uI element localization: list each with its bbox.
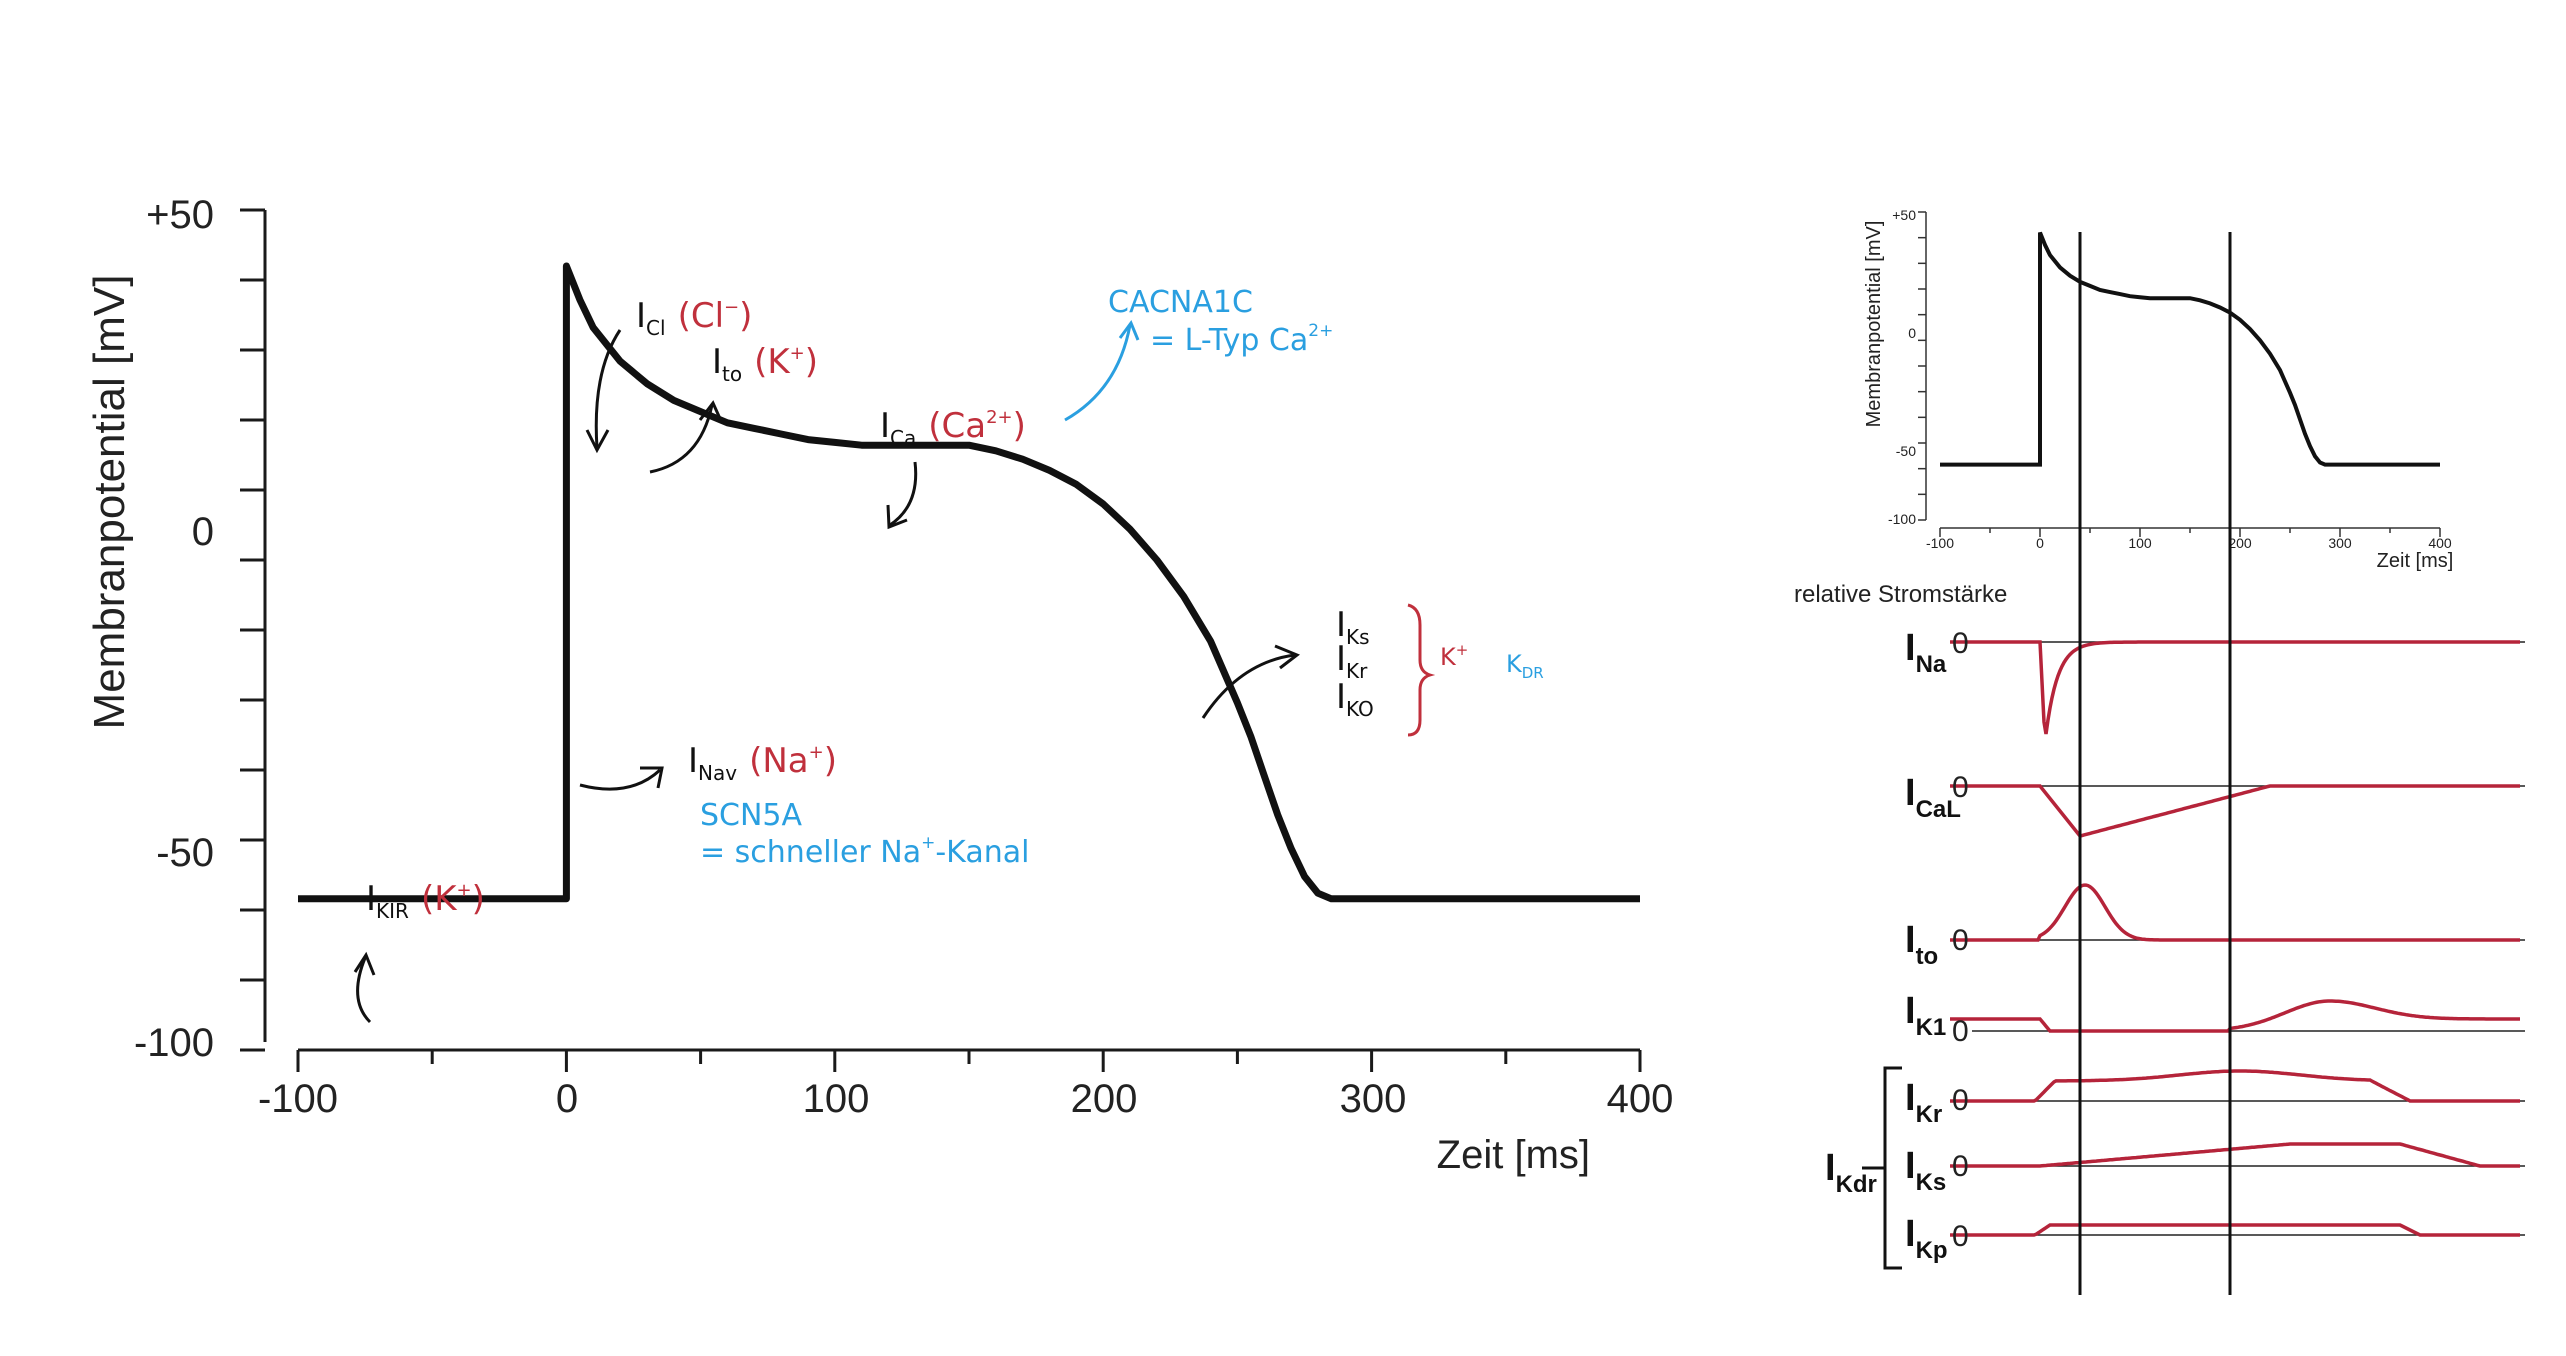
small-y-tick-label: +50 [1892, 207, 1916, 223]
x-tick-label: 100 [803, 1077, 870, 1121]
small-x-tick-label: 400 [2428, 535, 2452, 551]
cacna1c-arrow [1064, 324, 1132, 422]
series-label-ito: Ito [1905, 919, 1938, 970]
annotations: ICl (Cl−) Ito (K+) ICa (Ca2+) CACNA1C = L-T… [353, 285, 1544, 1024]
ik-arrowhead [1274, 644, 1300, 670]
y-tick-label: -100 [134, 1021, 214, 1065]
trace-iks [1950, 1142, 2520, 1168]
ikir-annotation: IKIR (K+) [366, 879, 485, 923]
small-y-axis-label: Membranpotential [mV] [1863, 221, 1885, 428]
ito-arrowhead [698, 400, 724, 424]
y-tick-label: 0 [192, 510, 214, 554]
series-label-ikp: IKp [1905, 1213, 1948, 1264]
small-y-tick-label: -50 [1896, 443, 1916, 459]
x-tick-label: -100 [258, 1077, 338, 1121]
icl-arrowhead [585, 429, 610, 454]
small-x-tick-label: 200 [2228, 535, 2252, 551]
trace-ina [1950, 640, 2520, 735]
inav-arrow [579, 768, 662, 791]
ica-arrowhead [886, 504, 908, 530]
y-tick-label: +50 [146, 193, 214, 237]
zero-label: 0 [1952, 924, 1969, 957]
ik-brace [1407, 603, 1436, 737]
main-chart: +50 0 -50 -100 -100 0 100 200 300 400 Ze… [85, 193, 1673, 1177]
currents-title: relative Stromstärke [1794, 581, 2007, 608]
y-axis-label: Membranpotential [mV] [85, 275, 134, 730]
icl-annotation: ICl (Cl−) [636, 296, 752, 340]
zero-label: 0 [1952, 1220, 1969, 1253]
ito-annotation: Ito (K+) [712, 342, 818, 386]
x-tick-label: 0 [556, 1077, 578, 1121]
zero-label: 0 [1952, 1015, 1969, 1048]
series-label-iks: IKs [1905, 1145, 1946, 1196]
series-label-ik1: IK1 [1905, 990, 1946, 1041]
x-tick-label: 300 [1340, 1077, 1407, 1121]
zero-label: 0 [1952, 1084, 1969, 1117]
kdr-label: KDR [1506, 650, 1544, 682]
kplus-label: K+ [1440, 641, 1468, 671]
ica-annotation: ICa (Ca2+) [880, 406, 1026, 450]
ikir-arrow [356, 957, 372, 1024]
ikdr-bracket [1883, 1066, 1902, 1270]
iks-annotation: IKs [1336, 605, 1370, 649]
small-x-tick-label: 100 [2128, 535, 2152, 551]
l-typ-label: = L-Typ Ca2+ [1150, 321, 1333, 358]
small-x-tick-label: 0 [2036, 535, 2044, 551]
zero-label: 0 [1952, 627, 1969, 660]
icl-arrow [594, 329, 622, 449]
trace-ito [1950, 883, 2520, 942]
small-action-potential-line [1940, 231, 2440, 467]
series-label-ina: INa [1905, 627, 1947, 678]
cacna1c-arrowhead [1118, 319, 1140, 341]
ica-arrow [889, 461, 918, 527]
small-y-tick-label: 0 [1908, 325, 1916, 341]
series-label-ical: ICaL [1905, 772, 1961, 823]
inav-arrowhead [640, 766, 664, 789]
trace-ikr [1950, 1069, 2520, 1103]
zero-label: 0 [1952, 771, 1969, 804]
small-chart: +50 0 -50 -100 -100 0 100 200 300 400 Ze… [1863, 207, 2453, 572]
schneller-na-kanal-label: = schneller Na+-Kanal [700, 833, 1029, 870]
x-axis-label: Zeit [ms] [1437, 1133, 1590, 1177]
small-y-tick-label: -100 [1888, 511, 1916, 527]
action-potential-line [298, 262, 1640, 903]
ikr-annotation: IKr [1336, 639, 1368, 683]
cacna1c-label: CACNA1C [1108, 285, 1253, 320]
trace-ical [1950, 784, 2520, 838]
trace-ikp [1950, 1223, 2520, 1237]
current-traces: relative Stromstärke INa ICaL Ito IK1 IK… [1794, 232, 2525, 1295]
inav-annotation: INav (Na+) [688, 741, 837, 785]
x-tick-label: 400 [1607, 1077, 1674, 1121]
y-tick-label: -50 [156, 831, 214, 875]
iko-annotation: IKO [1336, 677, 1374, 721]
small-x-tick-label: -100 [1926, 535, 1954, 551]
ito-arrow [649, 404, 714, 474]
small-x-axis-label: Zeit [ms] [2377, 550, 2454, 572]
scn5a-label: SCN5A [700, 798, 803, 833]
group-label-ikdr: IKdr [1825, 1147, 1877, 1198]
zero-label: 0 [1952, 1150, 1969, 1183]
trace-ik1 [1950, 999, 2520, 1033]
series-label-ikr: IKr [1905, 1077, 1942, 1128]
x-tick-label: 200 [1071, 1077, 1138, 1121]
ik-arrow [1201, 653, 1296, 719]
ikir-arrowhead [353, 951, 376, 976]
small-x-tick-label: 300 [2328, 535, 2352, 551]
